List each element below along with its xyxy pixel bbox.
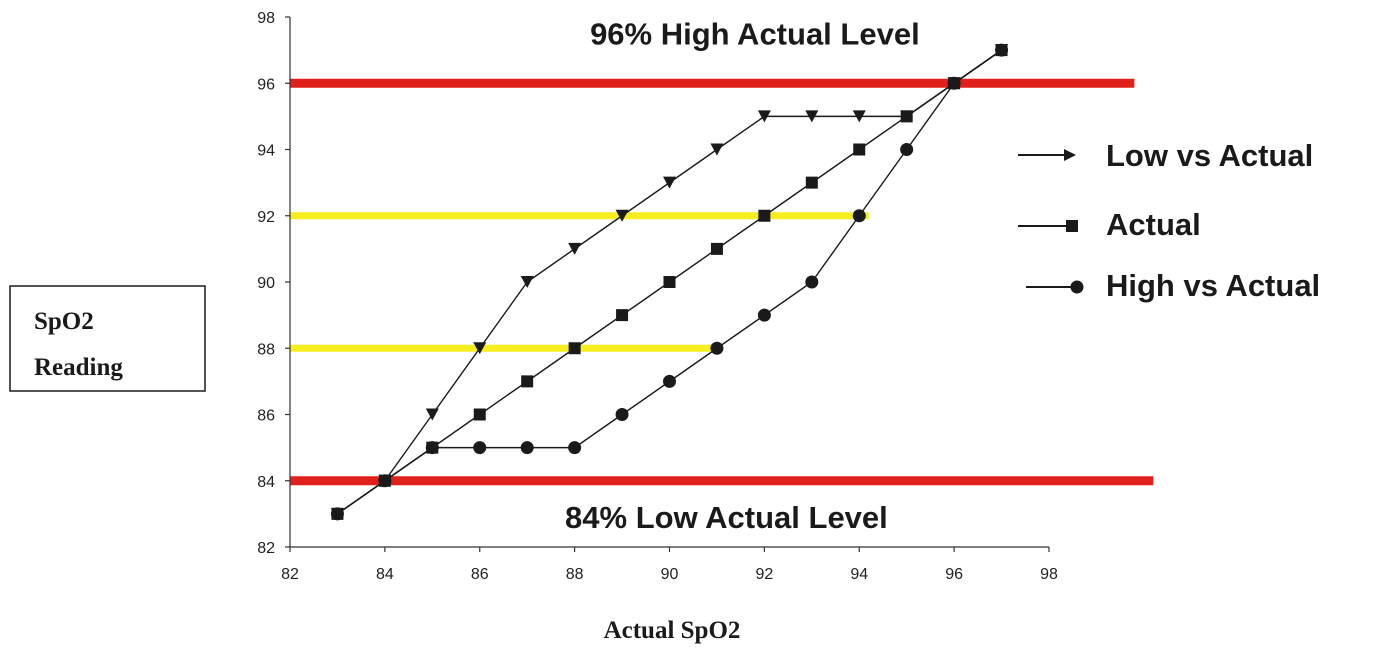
x-axis-title: Actual SpO2 bbox=[604, 617, 741, 644]
x-tick-label-98: 98 bbox=[1040, 566, 1058, 583]
actual-point-89-89 bbox=[616, 309, 629, 322]
actual-point-86-86 bbox=[473, 408, 486, 421]
annotation-84-low-actual-level: 84% Low Actual Level bbox=[565, 500, 888, 535]
low-vs-actual-point-94-95 bbox=[852, 110, 866, 123]
x-tick-label-84: 84 bbox=[376, 566, 394, 583]
actual-point-94-94 bbox=[853, 143, 866, 156]
actual-point-93-93 bbox=[805, 176, 818, 189]
legend-entry-high-vs-actual: High vs Actual bbox=[1026, 268, 1320, 303]
low-vs-actual-point-91-94 bbox=[710, 143, 724, 156]
y-tick-label-98: 98 bbox=[257, 10, 275, 27]
actual-point-92-92 bbox=[758, 209, 771, 222]
actual-point-90-90 bbox=[663, 276, 676, 288]
y-tick-label-96: 96 bbox=[257, 76, 275, 93]
y-tick-label-88: 88 bbox=[257, 341, 275, 358]
x-tick-label-90: 90 bbox=[661, 566, 679, 583]
legend-arrowhead-icon bbox=[1064, 149, 1076, 161]
low-vs-actual-point-90-93 bbox=[663, 176, 676, 189]
y-tick-label-84: 84 bbox=[257, 474, 275, 491]
legend-label-high-vs-actual: High vs Actual bbox=[1106, 268, 1320, 303]
high-vs-actual-point-92-89 bbox=[757, 308, 771, 322]
actual-point-87-87 bbox=[521, 375, 534, 388]
high-vs-actual-point-86-85 bbox=[473, 441, 487, 455]
high-vs-actual-point-89-86 bbox=[615, 408, 629, 421]
y-tick-label-94: 94 bbox=[257, 143, 275, 160]
x-tick-label-86: 86 bbox=[471, 566, 489, 583]
y-axis-title-box: SpO2 Reading bbox=[9, 285, 206, 392]
high-vs-actual-point-93-90 bbox=[805, 275, 819, 289]
low-vs-actual-point-86-88 bbox=[473, 342, 487, 355]
x-tick-label-96: 96 bbox=[945, 566, 963, 583]
high-vs-actual-point-90-87 bbox=[663, 374, 676, 388]
annotation-96-high-actual-level: 96% High Actual Level bbox=[590, 17, 920, 52]
series-high-vs-actual bbox=[330, 43, 1009, 521]
legend-entry-low-vs-actual: Low vs Actual bbox=[1018, 138, 1313, 173]
low-vs-actual-point-93-95 bbox=[805, 110, 819, 123]
low-vs-actual-point-85-86 bbox=[425, 408, 439, 421]
low-vs-actual-point-89-92 bbox=[615, 209, 629, 222]
legend-label-low-vs-actual: Low vs Actual bbox=[1106, 138, 1313, 173]
legend-entry-actual: Actual bbox=[1018, 207, 1201, 242]
high-vs-actual-point-94-92 bbox=[852, 209, 866, 223]
legend-circle-marker-icon bbox=[1070, 280, 1084, 294]
legend-square-marker-icon bbox=[1066, 220, 1078, 232]
legend-label-actual: Actual bbox=[1106, 207, 1201, 242]
high-vs-actual-point-84-84 bbox=[378, 474, 392, 488]
x-tick-label-82: 82 bbox=[281, 566, 299, 583]
y-axis-title-frame bbox=[9, 285, 206, 392]
high-vs-actual-point-83-83 bbox=[330, 507, 344, 521]
y-tick-label-82: 82 bbox=[257, 540, 275, 557]
actual-point-95-95 bbox=[900, 110, 913, 123]
y-tick-label-92: 92 bbox=[257, 209, 275, 226]
x-tick-label-92: 92 bbox=[755, 566, 773, 583]
high-vs-actual-point-85-85 bbox=[425, 441, 439, 455]
x-tick-label-88: 88 bbox=[566, 566, 584, 583]
low-vs-actual-point-88-91 bbox=[568, 242, 582, 255]
high-vs-actual-point-96-96 bbox=[947, 76, 961, 90]
legend: Low vs Actual Actual High vs Actual bbox=[1018, 138, 1320, 303]
low-vs-actual-point-87-90 bbox=[520, 276, 534, 288]
y-tick-label-86: 86 bbox=[257, 408, 275, 425]
y-tick-label-90: 90 bbox=[257, 275, 275, 292]
x-tick-label-94: 94 bbox=[850, 566, 868, 583]
high-vs-actual-point-95-94 bbox=[900, 143, 914, 156]
y-axis-title-line-2: Reading bbox=[34, 354, 123, 381]
high-vs-actual-point-97-97 bbox=[995, 43, 1009, 57]
high-vs-actual-point-88-85 bbox=[568, 441, 582, 455]
y-axis-title-line-1: SpO2 bbox=[34, 308, 94, 335]
actual-point-91-91 bbox=[710, 242, 723, 255]
axes: 82 84 86 88 90 92 94 96 98 82 84 86 88 90 92 94 96 98 bbox=[257, 10, 1058, 583]
actual-point-88-88 bbox=[568, 342, 581, 355]
low-vs-actual-point-92-95 bbox=[757, 110, 771, 123]
high-vs-actual-point-87-85 bbox=[520, 441, 534, 455]
high-vs-actual-point-91-88 bbox=[710, 341, 724, 355]
